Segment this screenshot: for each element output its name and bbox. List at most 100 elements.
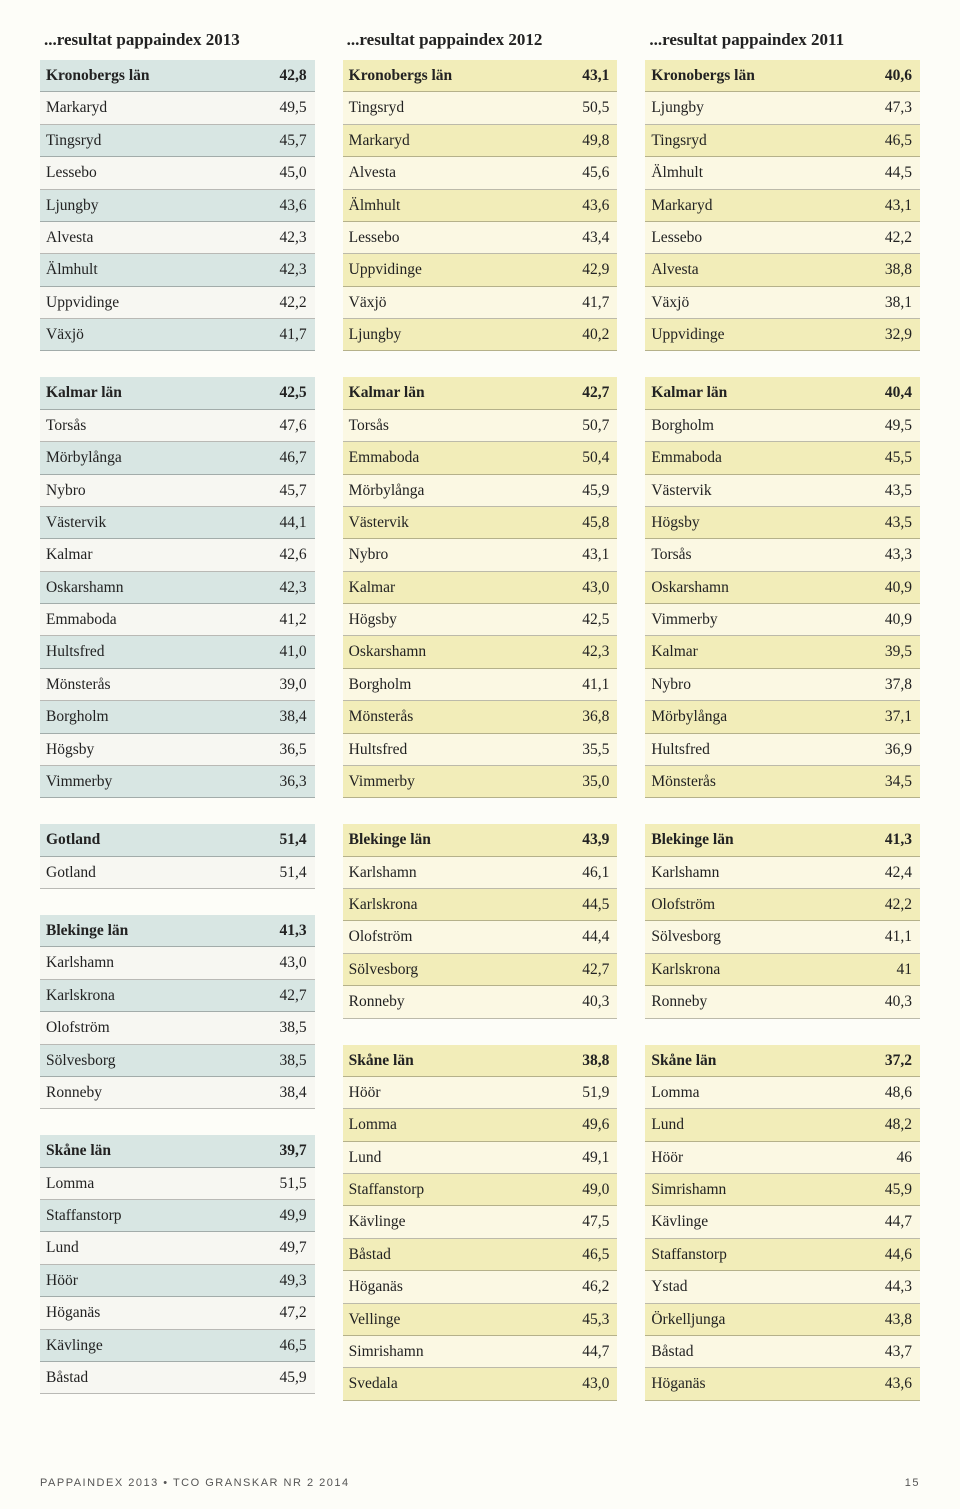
row-value: 42,3 [280,578,307,597]
table-block: Kalmar län42,5Torsås47,6Mörbylånga46,7Ny… [40,377,315,798]
row-label: Hultsfred [349,740,408,759]
row-label: Vimmerby [46,772,112,791]
row-label: Simrishamn [349,1342,424,1361]
row-label: Ljungby [46,196,99,215]
row-value: 43,5 [885,481,912,500]
table-row: Borgholm49,5 [645,410,920,442]
row-label: Kalmar län [651,383,727,402]
row-value: 51,4 [280,863,307,882]
row-label: Borgholm [651,416,714,435]
row-value: 42,7 [582,383,609,402]
table-row: Västervik45,8 [343,507,618,539]
row-value: 45,9 [582,481,609,500]
table-row: Staffanstorp44,6 [645,1239,920,1271]
table-row: Torsås 47,6 [40,410,315,442]
row-label: Höganäs [349,1277,403,1296]
row-value: 37,1 [885,707,912,726]
table-row: Markaryd 43,1 [645,190,920,222]
table-row: Kalmar39,5 [645,636,920,668]
table-row: Olofström42,2 [645,889,920,921]
row-label: Lessebo [349,228,400,247]
row-value: 40,3 [885,992,912,1011]
row-value: 43,1 [885,196,912,215]
row-value: 35,5 [582,740,609,759]
row-value: 46,2 [582,1277,609,1296]
row-value: 47,6 [280,416,307,435]
row-value: 47,3 [885,98,912,117]
row-value: 49,5 [280,98,307,117]
row-value: 46,5 [885,131,912,150]
row-label: Kalmar län [46,383,122,402]
row-value: 45,6 [582,163,609,182]
table-row: Oskarshamn42,3 [343,636,618,668]
row-value: 41,7 [582,293,609,312]
table-row: Mönsterås36,8 [343,701,618,733]
row-label: Kronobergs län [651,66,755,85]
row-value: 42,5 [582,610,609,629]
row-value: 43,6 [582,196,609,215]
table-row: Mönsterås39,0 [40,669,315,701]
row-value: 40,6 [885,66,912,85]
row-label: Staffanstorp [651,1245,726,1264]
row-value: 43,5 [885,513,912,532]
row-label: Mönsterås [46,675,111,694]
row-label: Markaryd [651,196,712,215]
column-0: ...resultat pappaindex 2013Kronobergs lä… [40,30,315,1427]
table-row: Vellinge45,3 [343,1304,618,1336]
row-label: Uppvidinge [46,293,119,312]
table-header-row: Skåne län37,2 [645,1045,920,1077]
row-label: Kalmar [349,578,395,597]
table-row: Uppvidinge42,9 [343,254,618,286]
table-row: Emmaboda45,5 [645,442,920,474]
table-row: Karlskrona44,5 [343,889,618,921]
table-row: Alvesta45,6 [343,157,618,189]
row-value: 50,4 [582,448,609,467]
row-value: 47,5 [582,1212,609,1231]
table-block: Skåne län37,2Lomma48,6Lund48,2Höör46Simr… [645,1045,920,1401]
row-value: 38,4 [280,1083,307,1102]
row-value: 37,2 [885,1051,912,1070]
row-value: 42,2 [280,293,307,312]
row-value: 45,3 [582,1310,609,1329]
page-footer: pappaindex 2013 • tco granskar nr 2 2014… [40,1477,920,1489]
row-label: Karlshamn [651,863,719,882]
table-row: Högsby42,5 [343,604,618,636]
row-label: Olofström [46,1018,110,1037]
row-label: Uppvidinge [651,325,724,344]
column-title: ...resultat pappaindex 2013 [40,30,315,50]
row-label: Kalmar län [349,383,425,402]
table-row: Lund49,1 [343,1142,618,1174]
row-value: 38,5 [280,1051,307,1070]
row-value: 42,6 [280,545,307,564]
row-value: 43,9 [582,830,609,849]
row-value: 50,7 [582,416,609,435]
row-value: 43,1 [582,545,609,564]
table-block: Skåne län39,7Lomma51,5Staffanstorp49,9Lu… [40,1135,315,1394]
row-value: 45,0 [280,163,307,182]
table-row: Karlshamn42,4 [645,857,920,889]
row-value: 41,1 [885,927,912,946]
row-value: 51,5 [280,1174,307,1193]
row-label: Kronobergs län [349,66,453,85]
row-label: Uppvidinge [349,260,422,279]
row-label: Olofström [349,927,413,946]
table-header-row: Skåne län39,7 [40,1135,315,1167]
row-label: Höör [349,1083,381,1102]
row-label: Blekinge län [46,921,128,940]
row-label: Torsås [46,416,86,435]
row-label: Skåne län [349,1051,414,1070]
row-label: Kävlinge [349,1212,406,1231]
row-value: 47,2 [280,1303,307,1322]
row-label: Ronneby [349,992,405,1011]
table-block: Kalmar län42,7Torsås50,7Emmaboda50,4Mörb… [343,377,618,798]
table-row: Höganäs43,6 [645,1368,920,1400]
row-label: Hultsfred [651,740,710,759]
row-label: Lomma [651,1083,699,1102]
table-row: Höör46 [645,1142,920,1174]
row-value: 43,0 [582,578,609,597]
table-row: Lomma48,6 [645,1077,920,1109]
row-label: Västervik [349,513,409,532]
row-value: 49,8 [582,131,609,150]
row-value: 43,8 [885,1310,912,1329]
row-label: Karlskrona [349,895,418,914]
